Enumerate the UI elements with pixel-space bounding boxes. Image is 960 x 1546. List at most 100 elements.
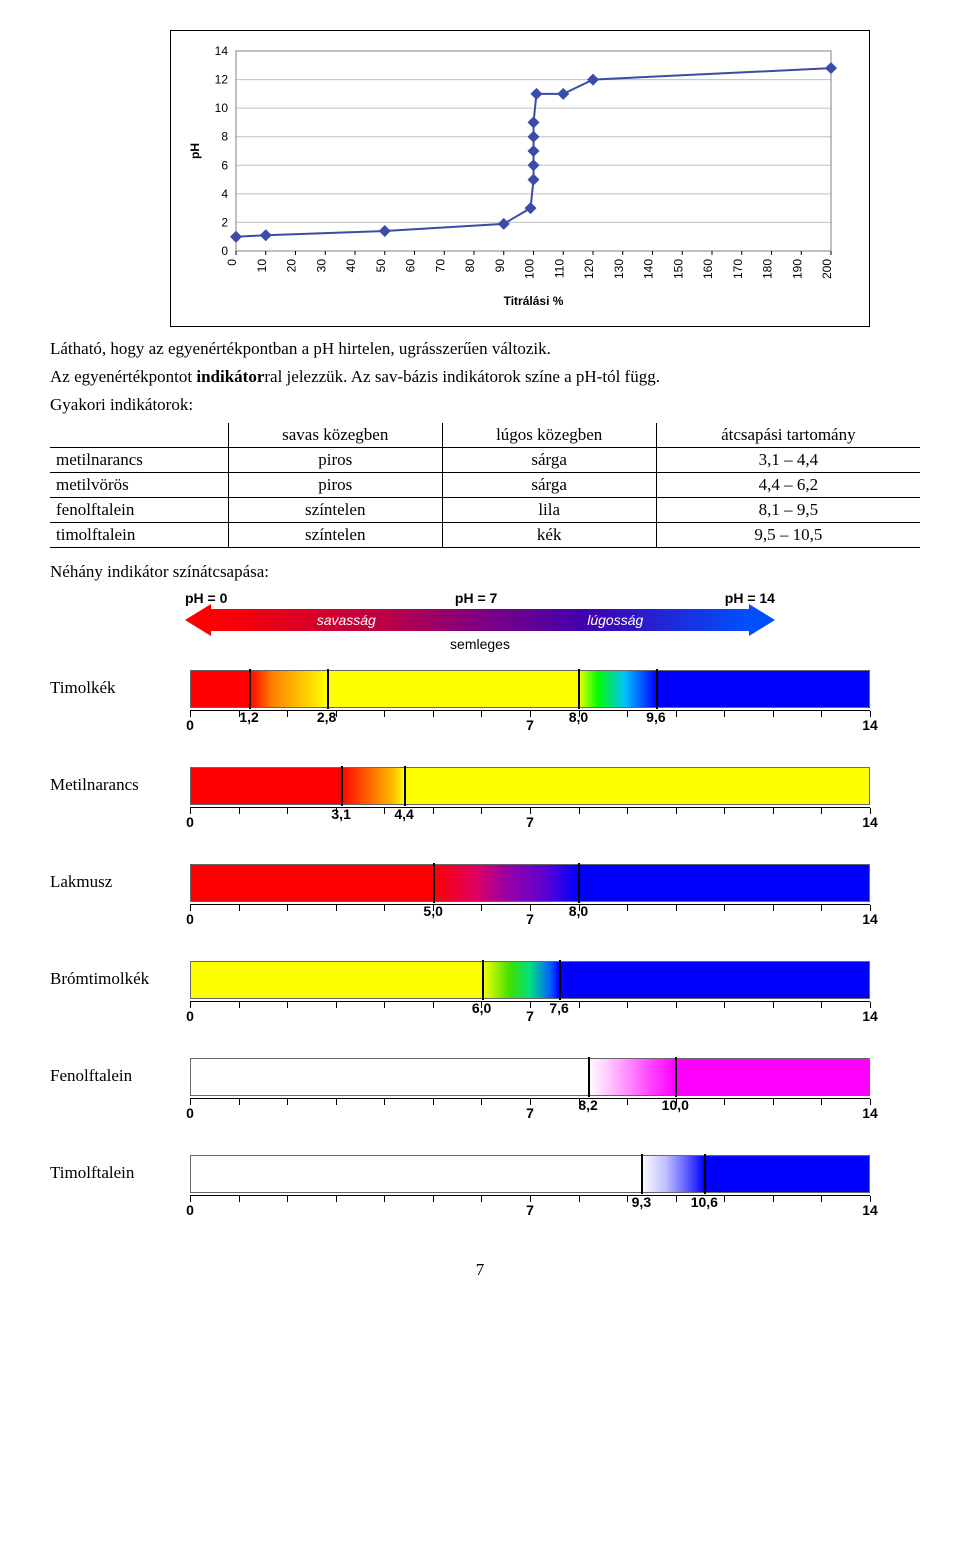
svg-text:40: 40 bbox=[344, 259, 358, 273]
strip-area: 9,310,60714 bbox=[190, 1155, 870, 1220]
cell-name: metilnarancs bbox=[50, 448, 228, 473]
strip-marker bbox=[578, 669, 580, 709]
svg-text:90: 90 bbox=[493, 259, 507, 273]
th-base: lúgos közegben bbox=[442, 423, 656, 448]
table-row: metilvörös piros sárga 4,4 – 6,2 bbox=[50, 473, 920, 498]
strip-bar: 8,210,0 bbox=[190, 1058, 870, 1096]
svg-text:2: 2 bbox=[221, 215, 228, 229]
page-number: 7 bbox=[50, 1260, 910, 1280]
strip-area: 6,07,60714 bbox=[190, 961, 870, 1026]
neutral-label: semleges bbox=[185, 636, 775, 652]
svg-text:10: 10 bbox=[215, 101, 229, 115]
svg-text:160: 160 bbox=[701, 259, 715, 279]
table-row: metilnarancs piros sárga 3,1 – 4,4 bbox=[50, 448, 920, 473]
axis-label: 0 bbox=[186, 717, 194, 733]
cell-base: kék bbox=[442, 523, 656, 548]
strip-bar: 5,08,0 bbox=[190, 864, 870, 902]
cell-acid: színtelen bbox=[228, 523, 442, 548]
axis-label: 7 bbox=[526, 717, 534, 733]
cell-acid: piros bbox=[228, 473, 442, 498]
paragraph-1: Látható, hogy az egyenértékpontban a pH … bbox=[50, 339, 910, 359]
titration-chart-svg: 0246810121401020304050607080901001101201… bbox=[181, 41, 841, 311]
strip-marker bbox=[641, 1154, 643, 1194]
axis-label: 0 bbox=[186, 1105, 194, 1121]
paragraph-4: Néhány indikátor színátcsapása: bbox=[50, 562, 910, 582]
svg-text:140: 140 bbox=[642, 259, 656, 279]
arrow-left-icon bbox=[185, 604, 211, 636]
svg-text:20: 20 bbox=[285, 259, 299, 273]
strip-axis: 0714 bbox=[190, 807, 870, 832]
svg-text:0: 0 bbox=[221, 244, 228, 258]
strip-row: Metilnarancs3,14,40714 bbox=[50, 767, 910, 832]
svg-text:170: 170 bbox=[731, 259, 745, 279]
strip-axis: 0714 bbox=[190, 1098, 870, 1123]
svg-text:12: 12 bbox=[215, 73, 229, 87]
strip-bar: 9,310,6 bbox=[190, 1155, 870, 1193]
cell-range: 3,1 – 4,4 bbox=[656, 448, 920, 473]
svg-text:120: 120 bbox=[582, 259, 596, 279]
svg-text:130: 130 bbox=[612, 259, 626, 279]
svg-text:110: 110 bbox=[552, 259, 566, 278]
svg-text:180: 180 bbox=[761, 259, 775, 279]
strip-marker bbox=[704, 1154, 706, 1194]
strip-marker bbox=[404, 766, 406, 806]
axis-label: 14 bbox=[862, 717, 878, 733]
cell-base: sárga bbox=[442, 473, 656, 498]
table-row: fenolftalein színtelen lila 8,1 – 9,5 bbox=[50, 498, 920, 523]
strip-name: Timolftalein bbox=[50, 1155, 190, 1183]
strip-marker bbox=[656, 669, 658, 709]
axis-label: 0 bbox=[186, 1008, 194, 1024]
svg-text:4: 4 bbox=[221, 187, 228, 201]
cell-base: sárga bbox=[442, 448, 656, 473]
svg-text:150: 150 bbox=[671, 259, 685, 279]
p2-part-c: ral jelezzük. Az sav-bázis indikátorok s… bbox=[264, 367, 660, 386]
svg-text:8: 8 bbox=[221, 130, 228, 144]
strip-row: Brómtimolkék6,07,60714 bbox=[50, 961, 910, 1026]
strip-area: 5,08,00714 bbox=[190, 864, 870, 929]
strip-marker bbox=[249, 669, 251, 709]
strip-area: 1,22,88,09,60714 bbox=[190, 670, 870, 735]
svg-text:0: 0 bbox=[225, 259, 239, 266]
strip-name: Brómtimolkék bbox=[50, 961, 190, 989]
paragraph-2: Az egyenértékpontot indikátorral jelezzü… bbox=[50, 367, 910, 387]
axis-label: 14 bbox=[862, 1008, 878, 1024]
strip-marker bbox=[341, 766, 343, 806]
ph-arrow-scale: pH = 0 pH = 7 pH = 14 savasság lúgosság … bbox=[185, 590, 775, 652]
p2-part-a: Az egyenértékpontot bbox=[50, 367, 196, 386]
svg-text:6: 6 bbox=[221, 158, 228, 172]
cell-acid: színtelen bbox=[228, 498, 442, 523]
strip-marker bbox=[559, 960, 561, 1000]
strip-row: Timolkék1,22,88,09,60714 bbox=[50, 670, 910, 735]
strip-marker bbox=[433, 863, 435, 903]
strip-axis: 0714 bbox=[190, 1195, 870, 1220]
strip-row: Fenolftalein8,210,00714 bbox=[50, 1058, 910, 1123]
svg-text:pH: pH bbox=[188, 143, 202, 159]
svg-text:80: 80 bbox=[463, 259, 477, 273]
cell-name: metilvörös bbox=[50, 473, 228, 498]
indicator-table: savas közegben lúgos közegben átcsapási … bbox=[50, 423, 920, 548]
cell-name: timolftalein bbox=[50, 523, 228, 548]
axis-label: 14 bbox=[862, 1202, 878, 1218]
axis-label: 14 bbox=[862, 814, 878, 830]
strip-bar: 3,14,4 bbox=[190, 767, 870, 805]
th-acid: savas közegben bbox=[228, 423, 442, 448]
table-header-row: savas közegben lúgos közegben átcsapási … bbox=[50, 423, 920, 448]
paragraph-3: Gyakori indikátorok: bbox=[50, 395, 910, 415]
p2-bold: indikátor bbox=[196, 367, 264, 386]
axis-label: 0 bbox=[186, 814, 194, 830]
strip-row: Timolftalein9,310,60714 bbox=[50, 1155, 910, 1220]
svg-text:100: 100 bbox=[523, 259, 537, 279]
strip-marker bbox=[327, 669, 329, 709]
cell-acid: piros bbox=[228, 448, 442, 473]
titration-chart: 0246810121401020304050607080901001101201… bbox=[170, 30, 870, 327]
acid-label: savasság bbox=[317, 612, 376, 628]
axis-label: 7 bbox=[526, 1105, 534, 1121]
svg-text:10: 10 bbox=[255, 259, 269, 273]
svg-text:50: 50 bbox=[374, 259, 388, 273]
axis-label: 0 bbox=[186, 911, 194, 927]
strip-bar: 6,07,6 bbox=[190, 961, 870, 999]
th-empty bbox=[50, 423, 228, 448]
strip-axis: 0714 bbox=[190, 1001, 870, 1026]
axis-label: 14 bbox=[862, 911, 878, 927]
cell-range: 8,1 – 9,5 bbox=[656, 498, 920, 523]
